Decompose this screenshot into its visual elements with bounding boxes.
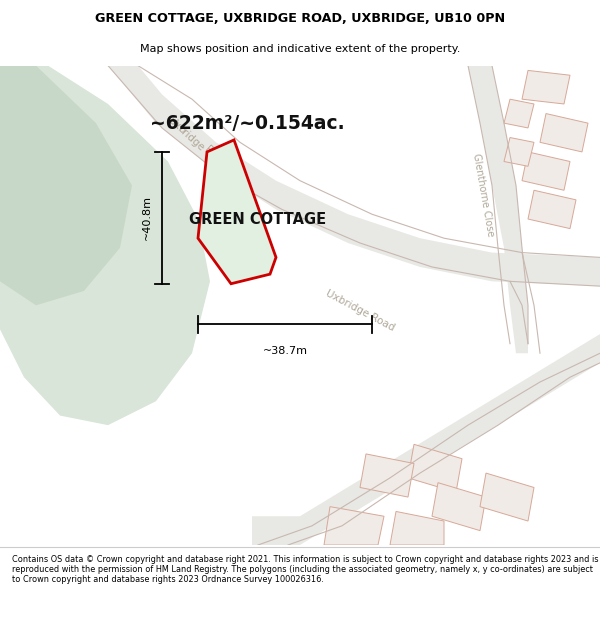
Polygon shape [390,511,444,545]
Polygon shape [360,454,414,497]
Polygon shape [0,66,132,305]
Polygon shape [198,140,276,284]
Text: GREEN COTTAGE, UXBRIDGE ROAD, UXBRIDGE, UB10 0PN: GREEN COTTAGE, UXBRIDGE ROAD, UXBRIDGE, … [95,12,505,25]
Polygon shape [408,444,462,493]
Polygon shape [432,482,486,531]
Text: Road: Road [203,144,229,169]
Polygon shape [468,66,528,353]
Text: Map shows position and indicative extent of the property.: Map shows position and indicative extent… [140,44,460,54]
Text: Uxb: Uxb [166,115,188,136]
Polygon shape [324,507,384,545]
Polygon shape [480,473,534,521]
Polygon shape [528,190,576,229]
Text: Glenthorne Close: Glenthorne Close [471,152,495,238]
Polygon shape [504,99,534,128]
Polygon shape [0,66,210,425]
Polygon shape [252,334,600,545]
Text: ~40.8m: ~40.8m [142,196,152,241]
Polygon shape [522,152,570,190]
Polygon shape [504,138,534,166]
Text: Uxbridge Road: Uxbridge Road [324,288,396,332]
Polygon shape [522,71,570,104]
Text: ridge: ridge [179,127,205,152]
Polygon shape [540,114,588,152]
Text: ~38.7m: ~38.7m [263,346,308,356]
Text: Contains OS data © Crown copyright and database right 2021. This information is : Contains OS data © Crown copyright and d… [12,554,599,584]
Text: ~622m²/~0.154ac.: ~622m²/~0.154ac. [150,114,344,132]
Polygon shape [108,66,600,286]
Text: GREEN COTTAGE: GREEN COTTAGE [190,211,326,226]
